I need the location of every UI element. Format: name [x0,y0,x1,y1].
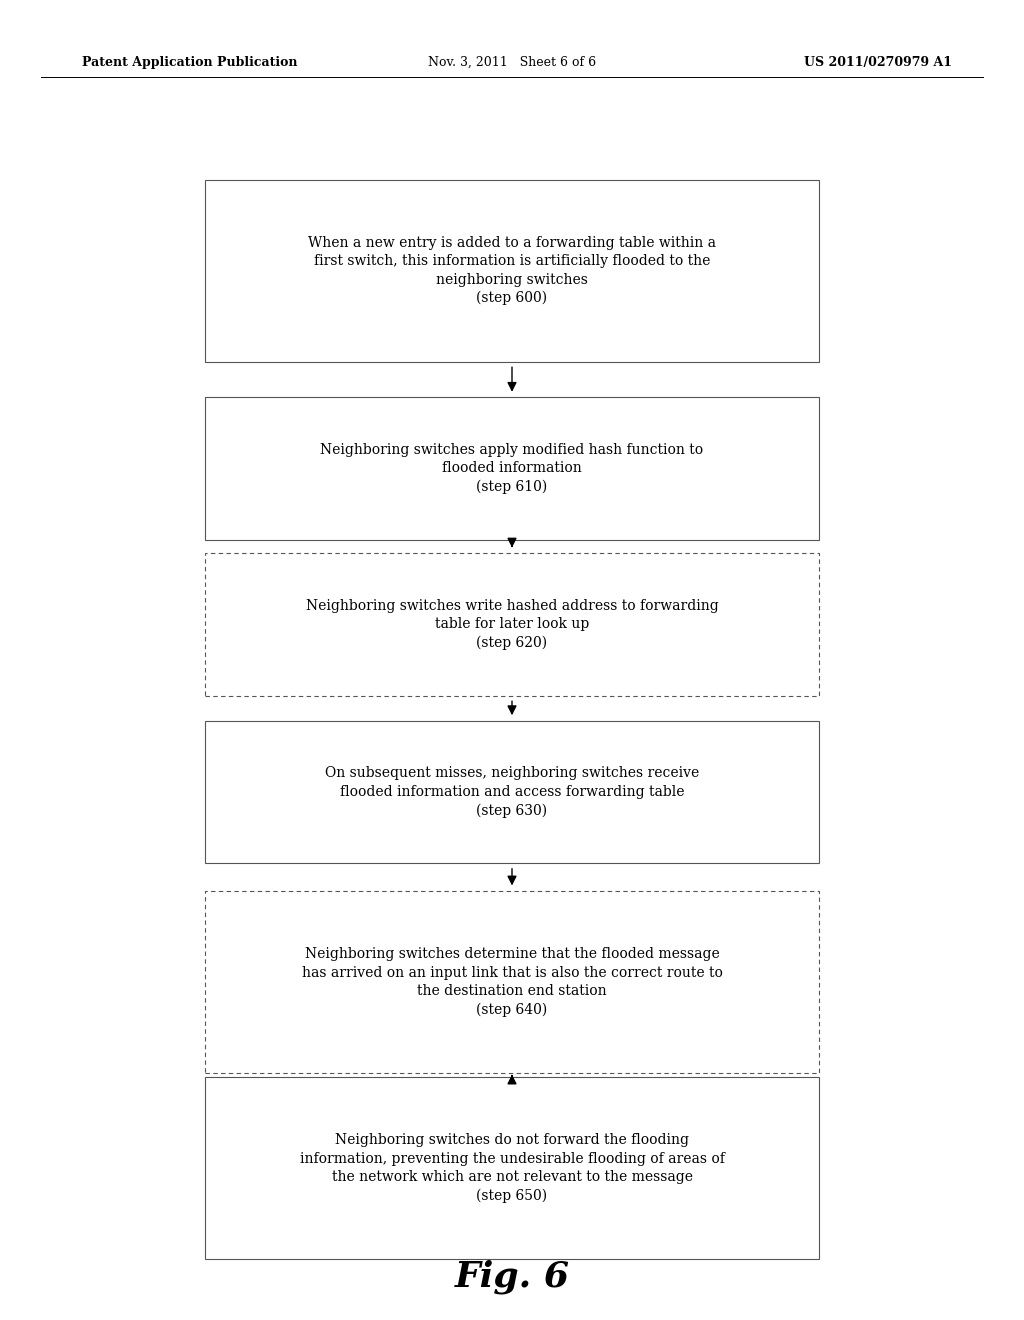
Text: Patent Application Publication: Patent Application Publication [82,55,297,69]
Text: Neighboring switches determine that the flooded message
has arrived on an input : Neighboring switches determine that the … [301,948,723,1016]
Text: Fig. 6: Fig. 6 [455,1259,569,1294]
FancyBboxPatch shape [205,1077,819,1259]
Text: When a new entry is added to a forwarding table within a
first switch, this info: When a new entry is added to a forwardin… [308,236,716,305]
Text: US 2011/0270979 A1: US 2011/0270979 A1 [804,55,952,69]
FancyBboxPatch shape [205,397,819,540]
Text: Nov. 3, 2011   Sheet 6 of 6: Nov. 3, 2011 Sheet 6 of 6 [428,55,596,69]
Text: Neighboring switches apply modified hash function to
flooded information
(step 6: Neighboring switches apply modified hash… [321,444,703,494]
Text: Neighboring switches write hashed address to forwarding
table for later look up
: Neighboring switches write hashed addres… [305,599,719,649]
FancyBboxPatch shape [205,180,819,362]
Text: On subsequent misses, neighboring switches receive
flooded information and acces: On subsequent misses, neighboring switch… [325,767,699,817]
FancyBboxPatch shape [205,553,819,696]
Text: Neighboring switches do not forward the flooding
information, preventing the und: Neighboring switches do not forward the … [300,1134,724,1203]
FancyBboxPatch shape [205,721,819,863]
FancyBboxPatch shape [205,891,819,1073]
